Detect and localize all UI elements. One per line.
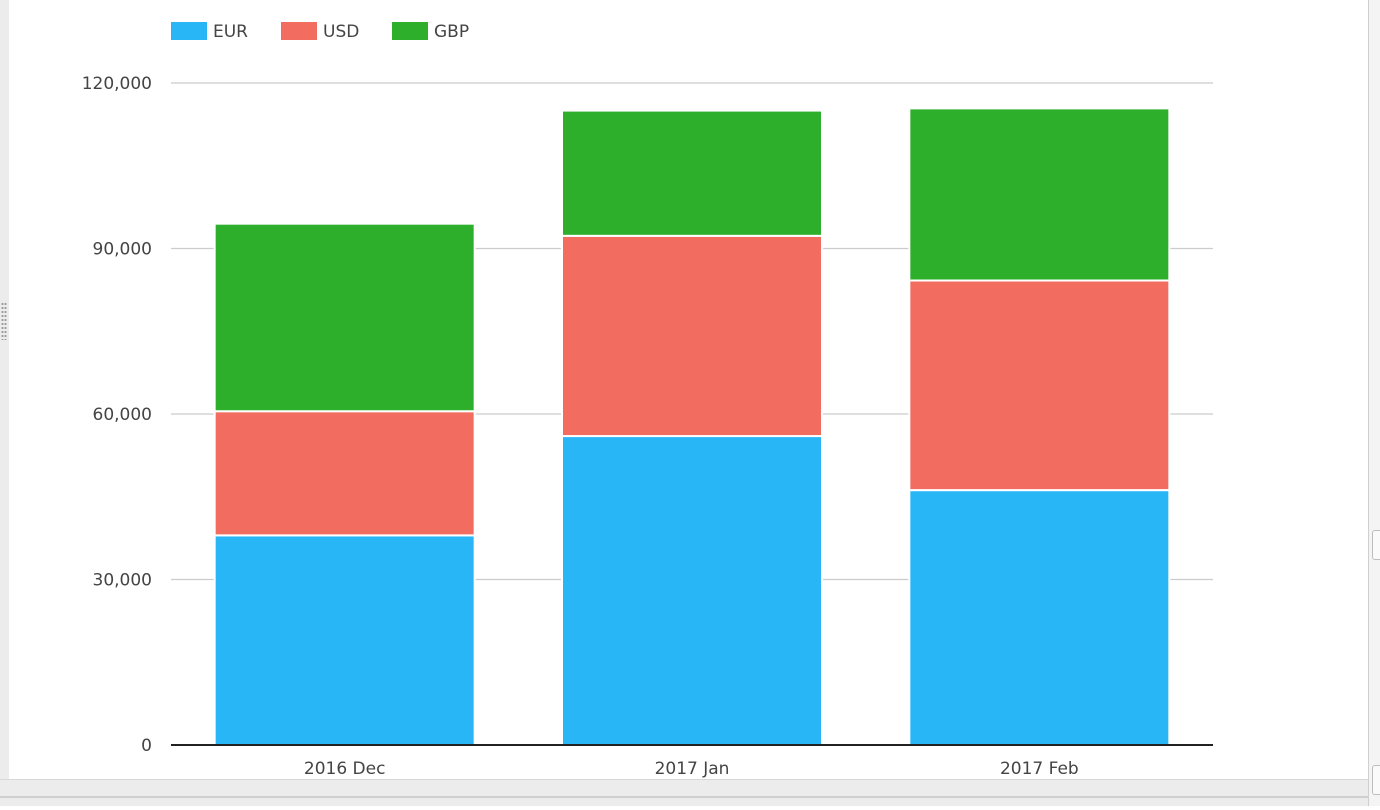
y-tick-label: 30,000 [93, 571, 152, 591]
bar-gbp-segment[interactable] [561, 109, 823, 237]
bar-usd-segment[interactable] [213, 410, 476, 537]
legend-swatch [392, 22, 428, 40]
bars [213, 107, 1171, 746]
bar-eur-segment[interactable] [908, 489, 1171, 746]
x-axis-ticks: 2016 Dec 2017 Jan 2017 Feb [304, 759, 1079, 779]
y-axis-ticks: 0 30,000 60,000 90,000 120,000 [82, 74, 152, 756]
y-tick-label: 120,000 [82, 74, 152, 94]
left-panel-edge [0, 0, 9, 779]
legend-item-usd[interactable]: USD [281, 22, 359, 42]
legend: EUR USD GBP [171, 22, 469, 42]
horizontal-scrollbar[interactable] [0, 779, 1368, 806]
y-tick-label: 0 [141, 736, 152, 756]
bar-gbp-segment[interactable] [213, 222, 476, 413]
x-tick-label: 2017 Jan [655, 759, 730, 779]
y-tick-label: 60,000 [93, 405, 152, 425]
vertical-scrollbar[interactable] [1368, 0, 1380, 806]
resize-grip-icon[interactable] [1, 302, 7, 340]
bar-gbp-segment[interactable] [908, 107, 1171, 282]
bar-eur-segment[interactable] [213, 534, 476, 746]
legend-item-gbp[interactable]: GBP [392, 22, 469, 42]
bar-usd-segment[interactable] [908, 279, 1171, 492]
bar-eur-segment[interactable] [561, 435, 823, 746]
legend-item-eur[interactable]: EUR [171, 22, 248, 42]
legend-swatch [281, 22, 317, 40]
bar-usd-segment[interactable] [561, 234, 823, 438]
legend-label: USD [323, 22, 359, 42]
x-tick-label: 2017 Feb [1000, 759, 1079, 779]
x-tick-label: 2016 Dec [304, 759, 386, 779]
legend-label: EUR [213, 22, 248, 42]
scrollbar-handle[interactable] [1372, 765, 1380, 795]
legend-swatch [171, 22, 207, 40]
scrollbar-thumb[interactable] [1372, 530, 1380, 560]
bottom-divider [0, 796, 1368, 798]
legend-label: GBP [434, 22, 469, 42]
y-tick-label: 90,000 [93, 240, 152, 260]
